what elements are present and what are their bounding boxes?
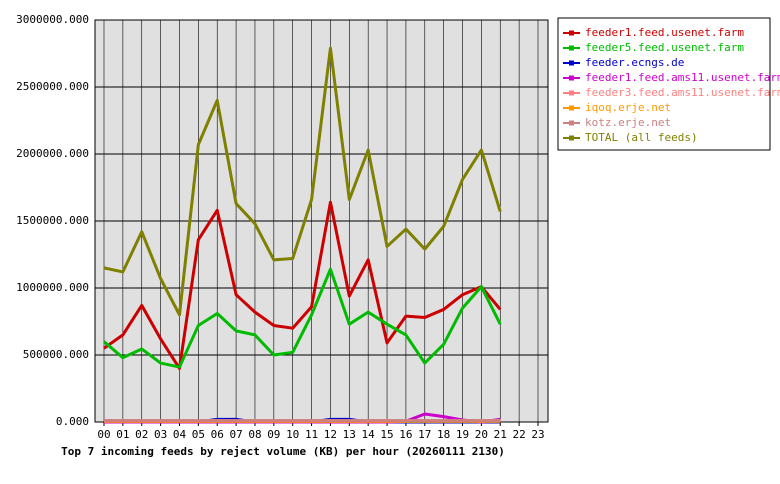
legend-label: kotz.erje.net [585,116,671,129]
x-tick-label: 10 [286,428,299,441]
x-tick-label: 11 [305,428,318,441]
y-tick-label: 3000000.000 [16,13,89,26]
legend-marker [569,105,574,111]
x-tick-label: 03 [154,428,167,441]
x-tick-label: 14 [362,428,376,441]
x-tick-label: 12 [324,428,337,441]
x-tick-label: 08 [248,428,261,441]
legend-marker [569,75,574,81]
legend-label: TOTAL (all feeds) [585,131,698,144]
series-line [103,267,502,369]
chart-title: Top 7 incoming feeds by reject volume (K… [61,445,505,458]
y-tick-label: 500000.000 [23,348,89,361]
y-tick-label: 1500000.000 [16,214,89,227]
x-tick-label: 09 [267,428,280,441]
y-tick-label: 2000000.000 [16,147,89,160]
x-tick-label: 16 [399,428,412,441]
x-tick-label: 13 [343,428,356,441]
y-tick-label: 2500000.000 [16,80,89,93]
series-line [103,200,502,370]
x-tick-label: 15 [380,428,393,441]
legend-label: feeder1.feed.ams11.usenet.farm [585,71,780,84]
y-tick-label: 1000000.000 [16,281,89,294]
x-tick-label: 02 [135,428,148,441]
legend-box [557,17,771,151]
x-tick-label: 01 [116,428,129,441]
legend-marker [569,120,574,126]
legend-label: feeder5.feed.usenet.farm [585,41,744,54]
x-tick-label: 17 [418,428,431,441]
x-tick-label: 21 [494,428,507,441]
legend-marker [569,45,574,51]
legend-marker [569,135,574,141]
legend-label: feeder.ecngs.de [585,56,684,69]
legend-marker [569,90,574,96]
x-tick-label: 04 [173,428,187,441]
y-tick-label: 0.000 [56,415,89,428]
legend-marker [569,60,574,66]
x-tick-label: 00 [97,428,110,441]
x-tick-label: 19 [456,428,469,441]
series-line [103,46,502,317]
x-tick-label: 22 [513,428,526,441]
x-tick-label: 07 [229,428,242,441]
legend-marker [569,30,574,36]
legend-label: feeder1.feed.usenet.farm [585,26,744,39]
legend-label: iqoq.erje.net [585,101,671,114]
x-tick-label: 06 [211,428,224,441]
legend-label: feeder3.feed.ams11.usenet.farm [585,86,780,99]
x-tick-label: 18 [437,428,450,441]
x-tick-label: 23 [531,428,544,441]
x-tick-label: 20 [475,428,488,441]
x-tick-label: 05 [192,428,205,441]
